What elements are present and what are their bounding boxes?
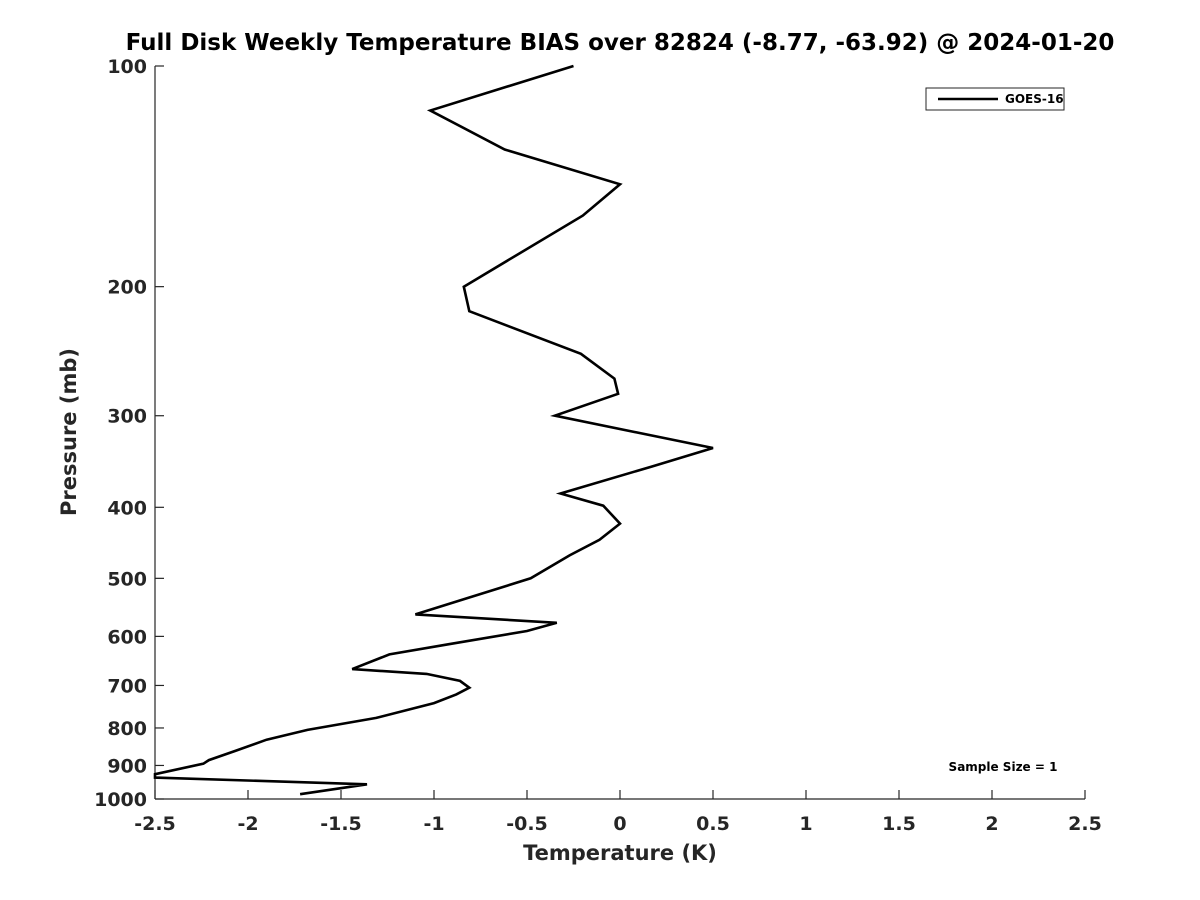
x-axis-label: Temperature (K) xyxy=(523,841,717,865)
y-tick-label: 300 xyxy=(107,406,147,428)
y-tick-label: 1000 xyxy=(94,789,147,811)
y-tick-label: 600 xyxy=(107,626,147,648)
legend: GOES-16 xyxy=(925,87,1065,111)
x-tick-label: -0.5 xyxy=(506,813,548,835)
x-tick-label: 0 xyxy=(613,813,626,835)
y-axis-label: Pressure (mb) xyxy=(57,348,81,516)
y-tick-label: 400 xyxy=(107,497,147,519)
x-tick-label: 2 xyxy=(985,813,998,835)
x-tick-label: -2 xyxy=(237,813,258,835)
x-tick-label: -2.5 xyxy=(134,813,176,835)
y-tick-label: 800 xyxy=(107,718,147,740)
x-tick-label: 0.5 xyxy=(696,813,730,835)
x-tick-label: 2.5 xyxy=(1068,813,1102,835)
chart-title: Full Disk Weekly Temperature BIAS over 8… xyxy=(125,30,1115,56)
x-tick-label: 1 xyxy=(799,813,812,835)
y-tick-label: 500 xyxy=(107,568,147,590)
legend-label-goes-16: GOES-16 xyxy=(1005,92,1064,106)
y-tick-label: 100 xyxy=(107,56,147,78)
x-tick-label: 1.5 xyxy=(882,813,916,835)
y-tick-label: 700 xyxy=(107,675,147,697)
x-tick-label: -1.5 xyxy=(320,813,362,835)
y-tick-label: 200 xyxy=(107,277,147,299)
sample-size-annotation: Sample Size = 1 xyxy=(949,760,1058,774)
x-tick-label: -1 xyxy=(423,813,444,835)
series-line-goes-16 xyxy=(153,64,714,796)
series-layer xyxy=(153,64,714,796)
y-tick-label: 900 xyxy=(107,755,147,777)
chart-axes: -2.5 -2 -1.5 -1 -0.5 0 0.5 1 1.5 2 2.5 100 200 300 400… xyxy=(94,56,1102,835)
